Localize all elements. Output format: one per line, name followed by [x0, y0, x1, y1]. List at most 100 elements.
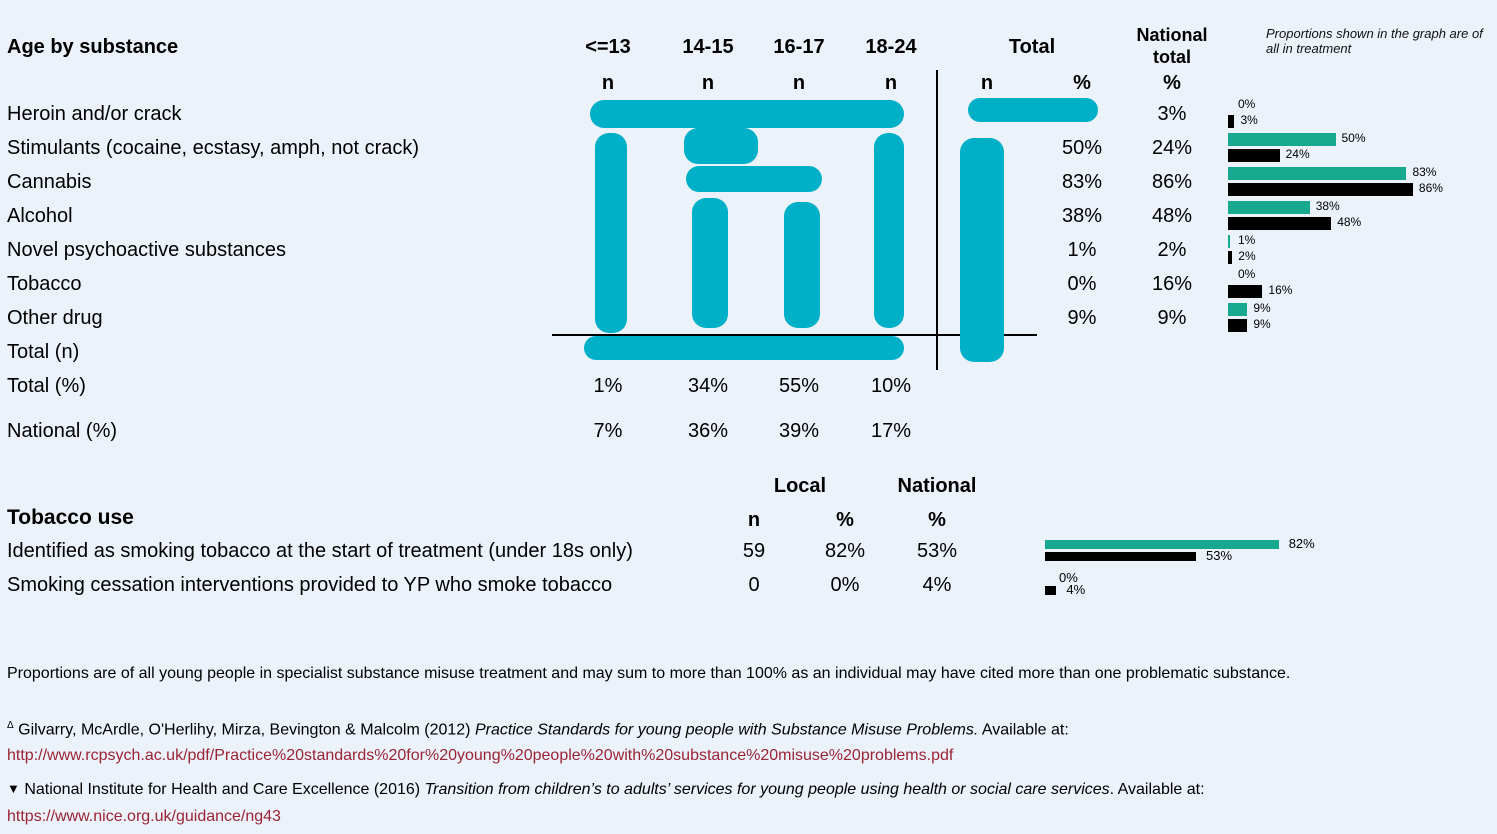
bar-label: 86%	[1418, 181, 1443, 195]
tobacco-pct-header: %	[836, 509, 854, 531]
bar-label: 53%	[1206, 548, 1233, 563]
tobacco-row-n-0: 59	[742, 540, 766, 562]
tobacco-row-pct-1: 0%	[830, 574, 860, 596]
bar-label: 38%	[1315, 199, 1340, 213]
national-bar	[1228, 251, 1233, 264]
total-pct-cannabis: 83%	[1061, 171, 1103, 193]
redaction-mark	[686, 166, 822, 192]
total-pct-age-3: 10%	[870, 375, 912, 397]
bar-label: 83%	[1412, 165, 1437, 179]
bar-label: 4%	[1066, 582, 1086, 597]
national-total-header: National total	[1136, 25, 1208, 67]
redaction-mark	[595, 133, 627, 333]
tobacco-row-nat-0: 53%	[916, 540, 958, 562]
reference-2-authors: National Institute for Health and Care E…	[24, 781, 421, 798]
footer-note: Proportions are of all young people in s…	[7, 665, 1291, 682]
redaction-mark	[684, 128, 758, 164]
reference-1-title: Practice Standards for young people with…	[474, 721, 979, 739]
national-pct-alcohol: 48%	[1151, 205, 1193, 227]
delta-mark: Δ	[7, 720, 14, 731]
national-bar	[1045, 586, 1057, 595]
redaction-mark	[584, 336, 904, 360]
tobacco-title: Tobacco use	[7, 506, 134, 529]
n-header-3: n	[884, 72, 898, 94]
tobacco-row-n-1: 0	[748, 574, 760, 596]
national-bar	[1228, 285, 1263, 298]
bar-label: 0%	[1238, 267, 1256, 281]
reference-2-title: Transition from children’s to adults’ se…	[424, 781, 1110, 798]
tobacco-row-nat-1: 4%	[922, 574, 952, 596]
national-bar	[1228, 115, 1235, 128]
total-pct-age-2: 55%	[778, 375, 820, 397]
tobacco-nat-pct-header: %	[928, 509, 946, 531]
graph-note: Proportions shown in the graph are of al…	[1266, 26, 1483, 56]
bar-label: 24%	[1285, 147, 1310, 161]
pct-header-total: %	[1073, 72, 1091, 94]
total-pct-stimulants: 50%	[1061, 137, 1103, 159]
bar-label: 3%	[1240, 113, 1258, 127]
local-bar	[1045, 540, 1279, 549]
age-header-0: <=13	[585, 36, 631, 58]
n-header-1: n	[701, 72, 715, 94]
n-header-total: n	[980, 72, 994, 94]
horizontal-divider	[552, 334, 1037, 336]
national-bar	[1045, 552, 1197, 561]
local-bar	[1228, 167, 1407, 180]
local-bar	[1228, 201, 1310, 214]
redaction-mark	[874, 133, 904, 328]
national-pct-cannabis: 86%	[1151, 171, 1193, 193]
bar-label: 50%	[1341, 131, 1366, 145]
total-pct-age-1: 34%	[687, 375, 729, 397]
bar-label: 9%	[1253, 317, 1271, 331]
redaction-mark	[960, 138, 1004, 362]
tobacco-n-header: n	[747, 509, 761, 531]
total-pct-tobacco: 0%	[1067, 273, 1097, 295]
bar-label: 2%	[1238, 249, 1256, 263]
reference-1-link[interactable]: http://www.rcpsych.ac.uk/pdf/Practice%20…	[7, 747, 954, 764]
row-label-nps: Novel psychoactive substances	[7, 239, 287, 261]
n-header-0: n	[601, 72, 615, 94]
row-label-other: Other drug	[7, 307, 103, 329]
national-bar	[1228, 217, 1332, 230]
local-bar	[1228, 235, 1231, 248]
reference-2-link[interactable]: https://www.nice.org.uk/guidance/ng43	[7, 808, 281, 825]
age-header-2: 16-17	[773, 36, 825, 58]
national-bar	[1228, 319, 1248, 332]
row-label-cannabis: Cannabis	[7, 171, 92, 193]
row-label-total-pct: Total (%)	[7, 375, 86, 397]
bar-label: 82%	[1288, 536, 1315, 551]
national-pct-stimulants: 24%	[1151, 137, 1193, 159]
bar-label: 16%	[1268, 283, 1293, 297]
pct-header-national: %	[1163, 72, 1181, 94]
total-header: Total	[1008, 36, 1056, 58]
tobacco-local-header: Local	[773, 475, 827, 497]
national-pct-age-2: 39%	[778, 420, 820, 442]
reference-2-available: . Available at:	[1109, 781, 1205, 798]
bar-label: 0%	[1238, 97, 1256, 111]
section-title: Age by substance	[7, 36, 179, 58]
national-bar	[1228, 149, 1280, 162]
national-bar	[1228, 183, 1413, 196]
national-pct-age-0: 7%	[593, 420, 623, 442]
age-header-1: 14-15	[682, 36, 734, 58]
row-label-total-n: Total (n)	[7, 341, 80, 363]
national-pct-heroin: 3%	[1157, 103, 1187, 125]
reference-1-authors: Gilvarry, McArdle, O'Herlihy, Mirza, Bev…	[18, 721, 471, 739]
vertical-divider	[936, 70, 938, 370]
total-pct-other: 9%	[1067, 307, 1097, 329]
reference-1: Δ Gilvarry, McArdle, O'Herlihy, Mirza, B…	[7, 720, 1069, 739]
row-label-tobacco: Tobacco	[7, 273, 82, 295]
n-header-2: n	[792, 72, 806, 94]
local-bar	[1228, 303, 1248, 316]
row-label-stimulants: Stimulants (cocaine, ecstasy, amph, not …	[7, 137, 420, 159]
tobacco-row-pct-0: 82%	[824, 540, 866, 562]
redaction-mark	[968, 98, 1098, 122]
tobacco-national-header: National	[897, 475, 977, 497]
bar-label: 0%	[1059, 570, 1078, 585]
age-header-3: 18-24	[865, 36, 917, 58]
redaction-mark	[784, 202, 820, 328]
row-label-alcohol: Alcohol	[7, 205, 73, 227]
national-pct-nps: 2%	[1157, 239, 1187, 261]
total-pct-alcohol: 38%	[1061, 205, 1103, 227]
row-label-national-pct: National (%)	[7, 420, 118, 442]
